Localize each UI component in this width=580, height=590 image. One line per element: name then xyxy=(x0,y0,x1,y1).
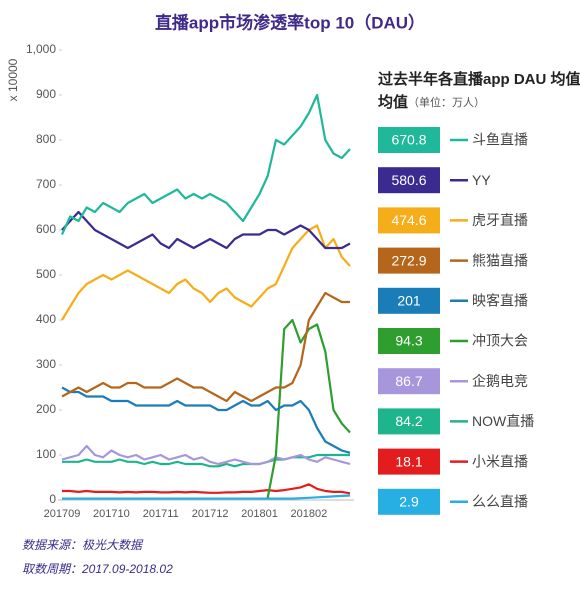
legend-label: 冲顶大会 xyxy=(472,333,528,349)
legend-average: 580.6 xyxy=(391,172,426,188)
legend-average: 94.3 xyxy=(395,333,422,349)
series-line xyxy=(266,318,351,499)
legend-average: 2.9 xyxy=(399,494,419,510)
x-tick-label: 201709 xyxy=(44,508,81,520)
legend-label: 企鹅电竞 xyxy=(472,373,528,389)
legend-average: 474.6 xyxy=(391,212,426,228)
legend-swatch xyxy=(378,448,440,475)
legend-label: 虎牙直播 xyxy=(472,212,528,228)
legend-average: 86.7 xyxy=(395,373,422,389)
legend-title: 过去半年各直播app DAU 均值 xyxy=(378,70,580,88)
chart-title: 直播app市场渗透率top 10（DAU） xyxy=(155,12,425,32)
y-tick-label: 1,000 xyxy=(26,42,56,56)
series-line xyxy=(61,291,350,403)
series-line xyxy=(62,453,350,468)
legend-swatch xyxy=(378,368,440,395)
y-tick-label: 100 xyxy=(36,447,56,461)
series-line xyxy=(61,210,351,250)
legend-swatch xyxy=(378,167,440,194)
x-tick-label: 201801 xyxy=(241,508,278,520)
legend-label: YY xyxy=(472,172,491,188)
legend-swatch xyxy=(378,207,440,234)
series-line xyxy=(61,224,351,321)
x-tick-label: 201802 xyxy=(290,508,327,520)
legend-label: NOW直播 xyxy=(472,413,534,429)
y-tick-label: 500 xyxy=(36,267,56,281)
legend-title: 均值（单位：万人） xyxy=(378,93,485,111)
y-tick-label: 900 xyxy=(36,87,56,101)
y-tick-label: 300 xyxy=(36,357,56,371)
x-tick-label: 201710 xyxy=(93,508,130,520)
legend-swatch xyxy=(378,127,440,153)
legend-label: 么么直播 xyxy=(472,494,528,510)
legend-swatch xyxy=(378,488,440,515)
series-line xyxy=(62,483,351,495)
legend-swatch xyxy=(378,287,440,314)
legend-average: 84.2 xyxy=(395,413,422,429)
series-line xyxy=(61,444,351,466)
y-tick-label: 600 xyxy=(36,222,56,236)
y-tick-label: 200 xyxy=(36,402,56,416)
y-axis-label: x 10000 xyxy=(6,58,20,101)
legend-swatch xyxy=(378,408,440,435)
legend-unit: （单位：万人） xyxy=(408,95,485,109)
legend-average: 670.8 xyxy=(391,132,426,148)
legend-label: 映客直播 xyxy=(472,293,528,309)
legend-swatch xyxy=(378,247,440,274)
legend-average: 272.9 xyxy=(391,252,426,268)
legend-average: 18.1 xyxy=(395,453,422,469)
legend-swatch xyxy=(378,328,440,354)
series-line xyxy=(60,93,351,235)
legend-label: 斗鱼直播 xyxy=(472,132,528,148)
y-tick-label: 0 xyxy=(49,492,56,506)
source-note: 数据来源：极光大数据 xyxy=(22,538,144,552)
y-tick-label: 700 xyxy=(36,177,56,191)
legend-label: 小米直播 xyxy=(472,453,528,469)
legend-average: 201 xyxy=(397,293,421,309)
x-tick-label: 201711 xyxy=(143,508,179,520)
y-tick-label: 800 xyxy=(36,132,56,146)
period-note: 取数周期：2017.09-2018.02 xyxy=(22,562,173,576)
x-tick-label: 201712 xyxy=(192,508,229,520)
y-tick-label: 400 xyxy=(36,312,56,326)
series-line xyxy=(62,494,351,500)
series-line xyxy=(61,386,351,454)
legend-label: 熊猫直播 xyxy=(472,252,528,268)
